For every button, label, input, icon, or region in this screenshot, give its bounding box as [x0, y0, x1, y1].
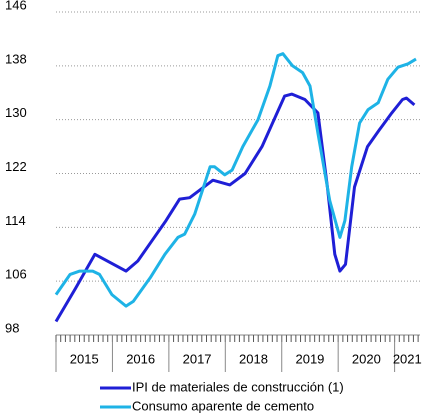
x-tick-label: 2016 — [126, 351, 155, 366]
x-tick-label: 2019 — [295, 351, 324, 366]
x-tick-label: 2017 — [183, 351, 212, 366]
x-tick-label: 2018 — [239, 351, 268, 366]
legend-label: IPI de materiales de construcción (1) — [132, 379, 344, 394]
y-tick-label: 130 — [5, 105, 27, 120]
x-tick-label: 2015 — [70, 351, 99, 366]
y-tick-label: 138 — [5, 51, 27, 66]
y-tick-label: 122 — [5, 159, 27, 174]
series-line — [54, 52, 417, 308]
y-tick-label: 98 — [5, 320, 19, 335]
y-tick-label: 106 — [5, 267, 27, 282]
y-tick-label: 146 — [5, 0, 27, 12]
y-tick-label: 114 — [5, 213, 26, 228]
series-line — [54, 92, 416, 323]
legend-label: Consumo aparente de cemento — [132, 398, 314, 413]
x-tick-label: 2020 — [352, 351, 381, 366]
x-tick-label: 2021 — [393, 351, 422, 366]
